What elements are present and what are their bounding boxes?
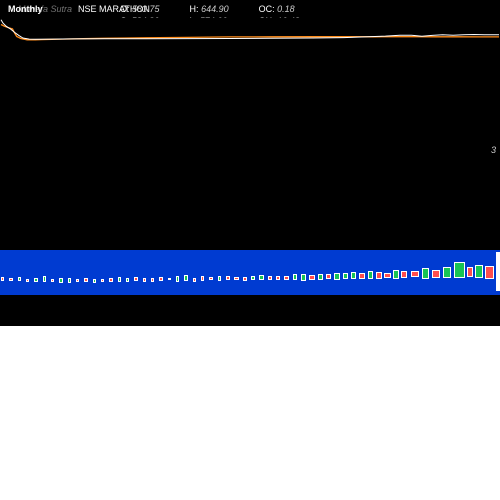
volume-candle (234, 277, 238, 280)
bottom-blank (0, 342, 500, 500)
volume-candle (243, 277, 247, 281)
volume-candle (1, 277, 4, 282)
volume-candle (201, 276, 204, 281)
volume-candle (368, 271, 373, 279)
stat-pair: O: 583.75 (120, 4, 160, 14)
price-panel[interactable]: 3 (0, 18, 500, 153)
volume-candle (101, 279, 104, 282)
volume-candle (34, 278, 37, 283)
volume-candle (76, 279, 79, 282)
volume-candle (93, 279, 96, 284)
volume-candle (168, 278, 171, 281)
timeframe-label: Monthly (8, 4, 43, 14)
volume-candle (393, 270, 399, 280)
volume-candle (284, 276, 288, 280)
stat-label: O: (120, 4, 132, 14)
volume-candle (209, 277, 212, 280)
volume-candle (109, 278, 112, 282)
volume-candle (134, 277, 137, 281)
volume-candle (218, 276, 221, 281)
stat-pair: H: 644.90 (190, 4, 229, 14)
volume-candle (26, 279, 29, 282)
volume-candle (351, 272, 356, 279)
volume-candle (251, 276, 255, 281)
volume-candle (18, 277, 21, 282)
volume-candle (301, 274, 306, 281)
volume-candle (176, 276, 179, 281)
stat-label: H: (190, 4, 202, 14)
volume-candle (126, 278, 129, 282)
volume-candle (401, 271, 407, 278)
volume-candle (326, 274, 331, 279)
volume-candle (343, 273, 348, 279)
volume-candle (496, 252, 500, 291)
stat-value: 644.90 (201, 4, 229, 14)
volume-candle (268, 276, 272, 280)
volume-candle (443, 267, 451, 278)
volume-candle (467, 267, 473, 276)
volume-candle (143, 278, 146, 282)
stat-pair: OC: 0.18 (259, 4, 300, 14)
price-axis-label: 3 (491, 145, 496, 153)
volume-candle (51, 279, 54, 282)
volume-candle (485, 266, 493, 279)
volume-candle (454, 262, 464, 278)
volume-candle (359, 273, 364, 279)
volume-candle (422, 268, 429, 279)
stat-label: OC: (259, 4, 278, 14)
volume-candle (475, 265, 483, 278)
volume-candle (226, 276, 230, 280)
volume-candle (293, 274, 297, 280)
volume-candle (118, 277, 121, 282)
volume-candle (376, 272, 382, 278)
volume-candle (59, 278, 62, 283)
stat-value: 583.75 (132, 4, 160, 14)
volume-candle (184, 275, 187, 281)
volume-candle (276, 276, 280, 280)
volume-candle (9, 278, 12, 282)
volume-candle (193, 278, 196, 282)
stat-value: 0.18 (277, 4, 295, 14)
chart-root: Munafa SutraMonthlyNSE MARATHONO: 583.75… (0, 0, 500, 500)
volume-candle (334, 273, 339, 280)
volume-panel[interactable] (0, 250, 500, 295)
date-axis (0, 326, 500, 342)
price-lines-svg (0, 18, 500, 153)
volume-candle (43, 276, 46, 281)
volume-candle (151, 278, 154, 281)
volume-candle (309, 275, 314, 280)
volume-candle (432, 270, 439, 278)
volume-candle (159, 277, 162, 281)
volume-candle (318, 274, 323, 280)
volume-candle (411, 271, 418, 277)
series-ma-orange (1, 25, 499, 40)
volume-candle (384, 273, 390, 278)
divider-strip (0, 295, 500, 325)
volume-candle (68, 278, 71, 283)
volume-candle (259, 275, 263, 280)
volume-candle (84, 278, 87, 281)
